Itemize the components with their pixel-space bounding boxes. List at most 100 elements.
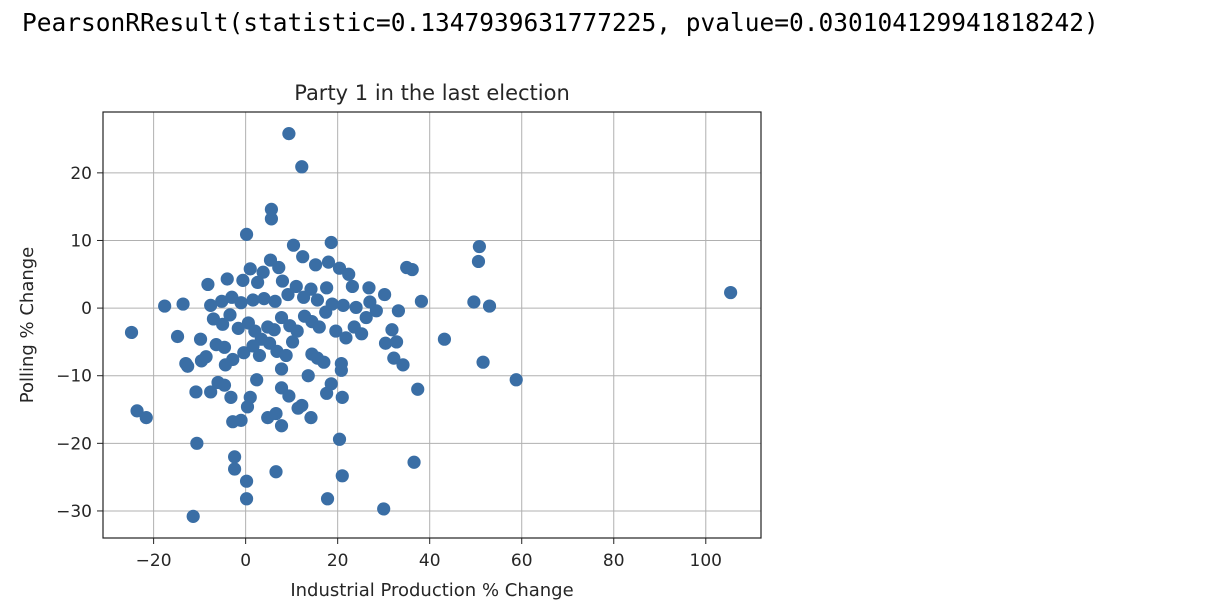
scatter-point <box>268 294 282 308</box>
scatter-point <box>290 324 304 338</box>
scatter-point <box>281 287 295 302</box>
scatter-point <box>334 363 348 377</box>
scatter-point <box>285 335 300 349</box>
scatter-point <box>186 509 200 523</box>
scatter-point <box>332 432 347 446</box>
scatter-point <box>295 160 309 174</box>
scatter-point <box>193 332 208 346</box>
scatter-point <box>282 127 296 141</box>
scatter-point <box>405 262 419 277</box>
scatter-point <box>275 274 290 288</box>
scatter-point <box>282 389 296 403</box>
scatter-point <box>387 351 401 365</box>
scatter-point <box>264 212 279 226</box>
scatter-point <box>274 419 289 433</box>
x-tick-label: 0 <box>240 551 251 571</box>
scatter-point <box>362 281 376 295</box>
y-tick-label: −10 <box>56 367 92 387</box>
scatter-point <box>286 238 301 252</box>
scatter-point <box>472 239 486 254</box>
chart-title: Party 1 in the last election <box>294 81 570 105</box>
scatter-point <box>239 474 254 488</box>
scatter-point <box>279 348 293 363</box>
scatter-point <box>476 355 490 369</box>
scatter-point <box>231 321 245 335</box>
scatter-point <box>509 373 523 387</box>
scatter-point <box>304 411 318 425</box>
scatter-point <box>354 327 369 341</box>
scatter-point <box>170 329 185 344</box>
y-axis-label: Polling % Change <box>17 247 38 404</box>
scatter-point <box>369 304 383 318</box>
scatter-point <box>199 350 213 364</box>
scatter-point <box>296 250 310 264</box>
scatter-point <box>264 202 279 216</box>
scatter-point <box>297 290 311 304</box>
scatter-point <box>223 308 237 322</box>
scatter-point <box>377 502 391 516</box>
scatter-point <box>217 378 232 392</box>
x-tick-label: 80 <box>603 551 625 571</box>
scatter-point <box>312 320 326 334</box>
scatter-point <box>130 404 144 418</box>
scatter-point <box>482 299 497 313</box>
scatter-point <box>301 369 315 383</box>
scatter-point <box>467 295 481 309</box>
scatter-point <box>250 373 264 387</box>
scatter-point <box>139 411 153 425</box>
scatter-point <box>308 258 323 272</box>
grid-lines <box>103 112 761 538</box>
scatter-point <box>289 279 303 294</box>
x-tick-label: 40 <box>419 551 441 571</box>
y-tick-label: 10 <box>70 231 92 251</box>
scatter-point <box>204 385 218 399</box>
scatter-point <box>256 265 270 279</box>
scatter-point <box>234 296 248 310</box>
scatter-point <box>216 317 230 331</box>
scatter-point <box>239 492 254 506</box>
scatter-point <box>246 339 260 353</box>
scatter-point <box>320 281 334 295</box>
scatter-point <box>204 298 218 312</box>
scatter-point <box>239 227 254 241</box>
scatter-point <box>407 455 421 469</box>
scatter-point <box>189 385 203 399</box>
scatter-point <box>414 294 429 308</box>
scatter-point <box>240 400 255 414</box>
scatter-point <box>385 323 399 337</box>
y-tick-label: 20 <box>70 164 92 184</box>
scatter-point <box>257 292 271 306</box>
scatter-point <box>251 275 265 289</box>
x-tick-label: −20 <box>136 551 172 571</box>
scatter-point <box>201 277 215 292</box>
scatter-point <box>339 331 353 345</box>
scatter-point <box>243 262 257 276</box>
scatter-point <box>274 362 289 376</box>
pearson-result-output: PearsonRResult(statistic=0.1347939631777… <box>22 8 1099 37</box>
scatter-point <box>342 267 356 281</box>
scatter-point <box>336 298 350 312</box>
y-tick-label: −20 <box>56 434 92 454</box>
scatter-point <box>181 359 195 373</box>
x-tick-label: 60 <box>511 551 533 571</box>
scatter-point <box>234 413 248 427</box>
scatter-point <box>215 294 229 308</box>
scatter-point <box>335 469 349 483</box>
scatter-points <box>124 127 738 523</box>
scatter-point <box>295 398 309 413</box>
scatter-point <box>228 462 242 476</box>
scatter-point <box>321 255 336 269</box>
scatter-point <box>176 297 190 311</box>
scatter-point <box>378 336 393 350</box>
scatter-point <box>349 300 363 315</box>
scatter-point <box>228 450 242 464</box>
plot-area-frame <box>102 111 762 539</box>
scatter-point <box>378 287 392 302</box>
scatter-point <box>724 285 738 300</box>
scatter-point <box>224 390 238 404</box>
scatter-point <box>396 358 410 372</box>
scatter-point <box>335 390 349 404</box>
scatter-point <box>391 304 406 318</box>
scatter-point <box>345 279 359 294</box>
scatter-point <box>324 235 338 250</box>
